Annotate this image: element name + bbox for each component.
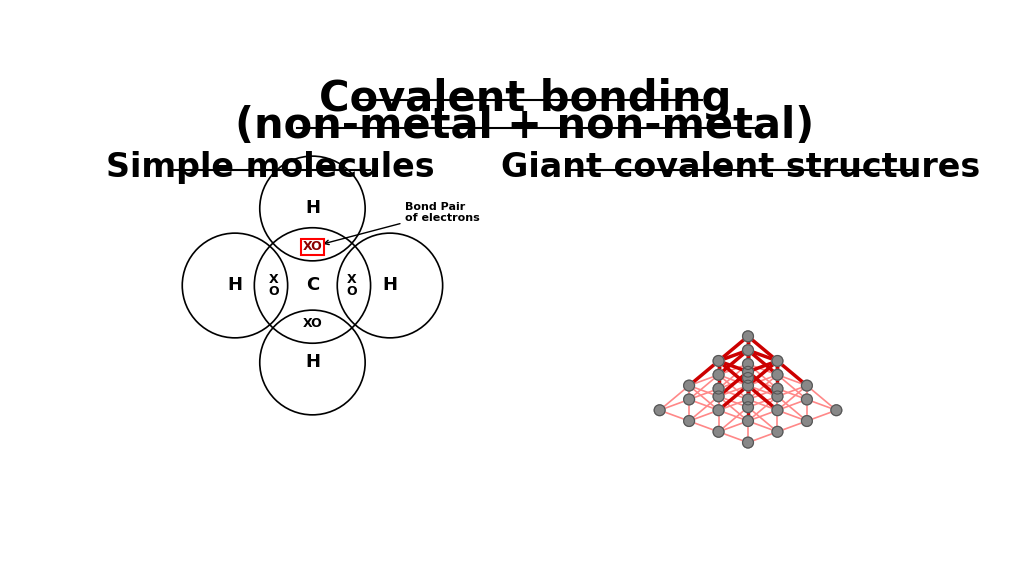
Text: X
O: X O (268, 273, 279, 298)
Circle shape (742, 331, 754, 342)
Circle shape (742, 437, 754, 448)
Circle shape (742, 380, 754, 391)
Circle shape (684, 416, 694, 426)
Text: C: C (306, 276, 319, 294)
Text: Bond Pair
of electrons: Bond Pair of electrons (325, 202, 480, 245)
Text: H: H (305, 354, 319, 372)
Circle shape (713, 355, 724, 366)
Text: H: H (382, 276, 397, 294)
Text: XO: XO (302, 241, 323, 253)
Circle shape (802, 394, 812, 405)
Circle shape (772, 391, 783, 402)
Circle shape (654, 405, 665, 416)
Text: XO: XO (302, 317, 323, 331)
Circle shape (772, 383, 783, 394)
Circle shape (742, 394, 754, 405)
Circle shape (742, 366, 754, 377)
Circle shape (684, 394, 694, 405)
Circle shape (772, 369, 783, 380)
Circle shape (684, 380, 694, 391)
Circle shape (830, 405, 842, 416)
Circle shape (742, 402, 754, 412)
Circle shape (742, 345, 754, 355)
Text: H: H (227, 276, 243, 294)
Circle shape (713, 426, 724, 437)
Circle shape (772, 355, 783, 366)
Text: (non-metal + non-metal): (non-metal + non-metal) (236, 104, 814, 146)
Circle shape (802, 416, 812, 426)
Circle shape (713, 391, 724, 402)
Text: Covalent bonding: Covalent bonding (318, 78, 731, 120)
Circle shape (802, 380, 812, 391)
Circle shape (742, 359, 754, 369)
Text: Giant covalent structures: Giant covalent structures (501, 151, 980, 184)
Circle shape (742, 373, 754, 383)
Text: H: H (305, 199, 319, 218)
Text: Simple molecules: Simple molecules (105, 151, 434, 184)
Circle shape (772, 405, 783, 416)
Circle shape (713, 369, 724, 380)
Circle shape (713, 405, 724, 416)
Circle shape (742, 416, 754, 426)
Circle shape (713, 383, 724, 394)
Circle shape (772, 426, 783, 437)
Text: X
O: X O (346, 273, 356, 298)
